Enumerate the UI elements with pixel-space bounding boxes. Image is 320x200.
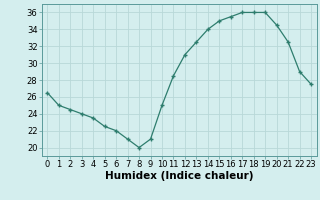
X-axis label: Humidex (Indice chaleur): Humidex (Indice chaleur) [105, 171, 253, 181]
